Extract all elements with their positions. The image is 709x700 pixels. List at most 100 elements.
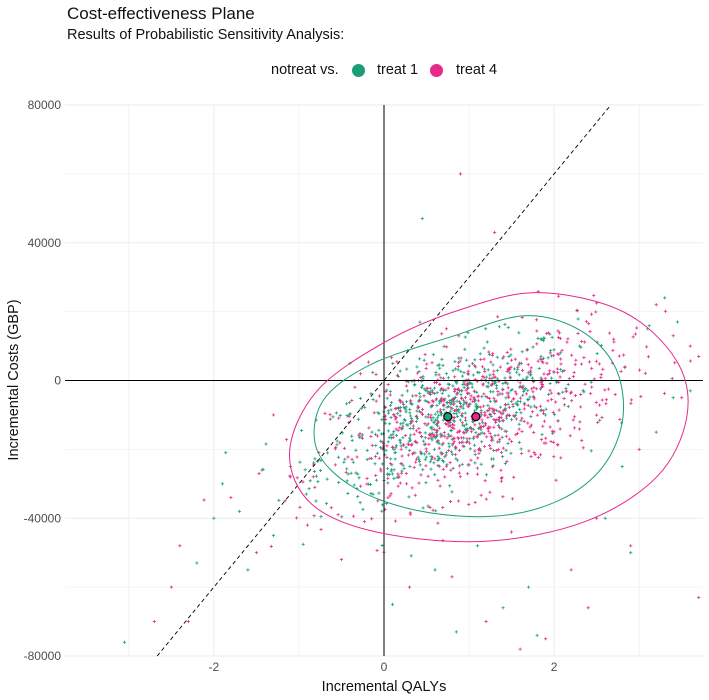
psa-point-treat-4: [592, 293, 596, 298]
psa-point-treat-1: [468, 437, 472, 441]
psa-outlier-treat-1: [603, 516, 607, 520]
psa-point-treat-1: [517, 440, 521, 445]
psa-point-treat-1: [308, 479, 312, 483]
chart-title: Cost-effectiveness Plane: [67, 4, 255, 23]
psa-point-treat-4: [535, 329, 539, 333]
psa-outlier-treat-4: [697, 354, 701, 358]
psa-point-treat-4: [414, 429, 419, 433]
psa-point-treat-4: [388, 494, 392, 498]
psa-point-treat-1: [415, 416, 420, 420]
psa-point-treat-1: [509, 399, 513, 403]
psa-point-treat-4: [472, 389, 476, 393]
psa-point-treat-1: [471, 373, 475, 377]
psa-point-treat-4: [483, 444, 487, 449]
psa-point-treat-1: [357, 476, 361, 480]
psa-point-treat-4: [483, 410, 487, 414]
psa-point-treat-4: [531, 390, 535, 394]
psa-point-treat-4: [269, 544, 273, 549]
psa-point-treat-4: [399, 462, 403, 466]
psa-point-treat-4: [631, 335, 635, 339]
psa-point-treat-4: [496, 447, 500, 452]
psa-point-treat-4: [295, 476, 299, 480]
psa-point-treat-1: [408, 464, 412, 468]
psa-point-treat-1: [390, 472, 394, 476]
psa-point-treat-1: [477, 405, 481, 409]
psa-point-treat-1: [407, 495, 411, 499]
psa-point-treat-4: [457, 441, 462, 445]
psa-point-treat-1: [440, 443, 444, 447]
psa-point-treat-4: [488, 376, 492, 380]
psa-point-treat-4: [451, 422, 455, 426]
psa-point-treat-4: [532, 386, 536, 390]
psa-point-treat-1: [417, 357, 422, 361]
psa-point-treat-1: [314, 474, 319, 478]
psa-point-treat-1: [439, 388, 443, 392]
psa-point-treat-4: [488, 444, 492, 448]
ellipse-treat-1: [313, 315, 625, 518]
psa-point-treat-1: [475, 390, 479, 394]
psa-point-treat-4: [369, 517, 374, 521]
psa-point-treat-4: [384, 390, 388, 394]
psa-point-treat-4: [466, 369, 470, 373]
psa-point-treat-4: [328, 413, 332, 417]
psa-point-treat-1: [423, 436, 427, 440]
y-axis-title: Incremental Costs (GBP): [6, 299, 22, 460]
psa-point-treat-4: [494, 449, 498, 453]
psa-point-treat-1: [424, 481, 428, 485]
psa-point-treat-4: [482, 413, 486, 417]
psa-point-treat-1: [395, 411, 400, 416]
psa-outlier-treat-1: [314, 499, 318, 503]
psa-point-treat-4: [556, 419, 560, 423]
psa-point-treat-1: [449, 428, 453, 433]
psa-point-treat-4: [498, 365, 502, 369]
psa-point-treat-1: [486, 403, 490, 408]
y-tick-label: 80000: [28, 98, 62, 112]
psa-point-treat-1: [461, 383, 465, 387]
psa-point-treat-1: [471, 437, 475, 441]
psa-point-treat-1: [260, 468, 264, 472]
psa-outlier-treat-4: [169, 585, 173, 589]
psa-point-treat-4: [452, 415, 457, 420]
psa-point-treat-1: [325, 451, 330, 455]
psa-point-treat-4: [404, 482, 409, 486]
psa-point-treat-4: [560, 348, 564, 352]
psa-point-treat-4: [469, 430, 474, 434]
psa-point-treat-4: [488, 431, 492, 436]
psa-point-treat-4: [490, 465, 495, 469]
psa-point-treat-1: [506, 325, 510, 330]
psa-point-treat-4: [404, 384, 409, 388]
psa-outlier-treat-1: [671, 396, 675, 400]
psa-point-treat-1: [506, 382, 510, 386]
psa-point-treat-1: [443, 455, 447, 459]
psa-point-treat-1: [403, 419, 407, 423]
psa-point-treat-1: [515, 370, 519, 374]
psa-point-treat-4: [358, 372, 363, 376]
psa-point-treat-1: [485, 384, 489, 389]
psa-point-treat-4: [457, 388, 462, 392]
psa-point-treat-4: [532, 450, 536, 455]
psa-outlier-treat-1: [195, 561, 199, 565]
psa-point-treat-4: [612, 340, 616, 344]
psa-point-treat-1: [566, 404, 570, 409]
psa-point-treat-4: [594, 400, 598, 404]
psa-point-treat-4: [629, 398, 633, 402]
psa-point-treat-1: [400, 393, 404, 397]
psa-point-treat-1: [398, 438, 402, 442]
psa-point-treat-4: [449, 499, 453, 504]
psa-point-treat-4: [492, 408, 496, 412]
psa-point-treat-1: [455, 379, 459, 383]
psa-outlier-treat-4: [688, 344, 692, 348]
psa-point-treat-4: [558, 375, 562, 379]
psa-point-treat-4: [573, 362, 577, 367]
psa-point-treat-4: [406, 442, 410, 446]
psa-point-treat-4: [438, 484, 442, 488]
psa-point-treat-4: [579, 392, 583, 397]
psa-point-treat-4: [334, 445, 338, 450]
psa-point-treat-1: [560, 369, 564, 374]
psa-point-treat-1: [459, 413, 464, 418]
psa-point-treat-4: [395, 420, 399, 424]
psa-point-treat-1: [528, 373, 532, 377]
psa-point-treat-4: [575, 309, 580, 313]
psa-point-treat-4: [603, 388, 607, 392]
psa-point-treat-4: [488, 396, 492, 401]
